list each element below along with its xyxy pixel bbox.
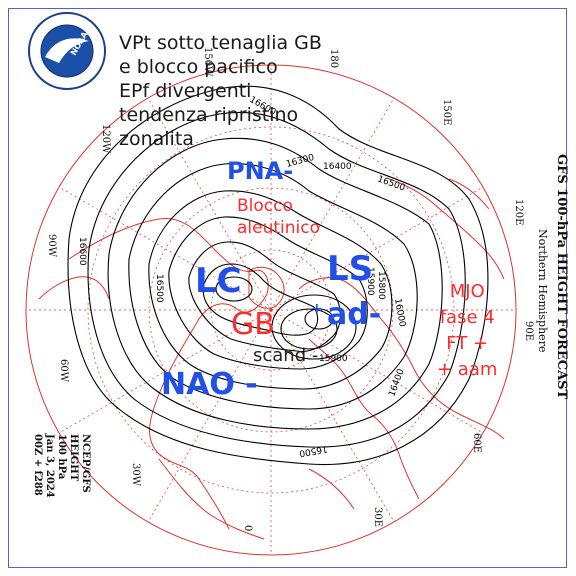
info-line: 100 hPa [56, 434, 67, 480]
contour-label: 16000 [392, 298, 407, 328]
forecast-title: GFS 100-hPa HEIGHT FORECAST [554, 154, 569, 400]
lon-label-0: 0 [242, 525, 253, 531]
lon-label-120w: 120W [100, 124, 111, 154]
lon-label-90w: 90W [46, 234, 57, 258]
forecast-subtitle: Northern Hemisphere [536, 229, 549, 353]
lon-label-60w: 60W [58, 359, 69, 383]
mjo-line: fase 4 [439, 307, 495, 328]
note-line: EPf divergenti [119, 80, 252, 102]
gb-label: GB [231, 307, 275, 342]
scand-label: scand - [253, 345, 319, 366]
blocco-label: Blocco aleutinico [237, 195, 320, 239]
noaa-logo: NOAA [28, 12, 106, 90]
mjo-line: + aam [437, 359, 498, 380]
contour-label: 15900 [319, 354, 348, 364]
info-line: HEIGHT [68, 434, 79, 482]
ls-label: LS [327, 249, 374, 289]
contour-label: 16400 [323, 162, 352, 172]
lon-label-150e: 150E [441, 99, 452, 125]
lon-label-30e: 30E [372, 507, 383, 527]
contour-label: 16500 [298, 443, 328, 458]
info-line: 00Z + f288 [32, 434, 43, 496]
forecast-info: NCEP/GFS HEIGHT 100 hPa Jan 3, 2024 00Z … [31, 434, 91, 498]
lon-label-150w: 150W [202, 47, 213, 77]
note-line: VPt sotto tenaglia GB [119, 32, 322, 54]
blocco-line: aleutinico [237, 218, 321, 238]
mjo-label: MJO fase 4 FT + + aam [437, 279, 497, 383]
contour-label: 16500 [154, 274, 164, 303]
lon-label-60e: 60E [471, 433, 482, 453]
ad-label: ad- [327, 297, 382, 332]
lon-label-180: 180 [328, 49, 339, 68]
blocco-line: Blocco [237, 196, 293, 216]
pna-label: PNA- [227, 157, 294, 185]
lon-label-30w: 30W [130, 463, 141, 487]
height-contours [67, 85, 489, 466]
mjo-line: FT + [446, 333, 489, 354]
map-frame: 16300 16400 16500 16600 16600 16500 1580… [8, 8, 569, 568]
note-line: e blocco pacifico [119, 56, 278, 78]
ad-sign: + [311, 301, 323, 317]
longitude-label-group: 180 150E 120E 90E 60E 30E 0 30W 60W 90W … [46, 47, 534, 531]
contour-label: 16600 [77, 237, 87, 266]
note-line: zonalita [119, 128, 194, 150]
top-note: VPt sotto tenaglia GB e blocco pacifico … [119, 31, 322, 151]
polar-map: 16300 16400 16500 16600 16600 16500 1580… [25, 12, 534, 556]
info-line: Jan 3, 2024 [44, 434, 55, 498]
lon-label-120e: 120E [513, 199, 524, 225]
info-line: NCEP/GFS [80, 434, 91, 493]
nao-label: NAO - [161, 367, 258, 402]
contour-label: 15900 [365, 267, 375, 296]
note-line: tendenza ripristino [119, 104, 299, 126]
contour-label: 15800 [376, 271, 386, 300]
lon-label-90e: 90E [523, 321, 534, 341]
mjo-line: MJO [449, 281, 485, 302]
lc-label: LC [195, 261, 242, 301]
